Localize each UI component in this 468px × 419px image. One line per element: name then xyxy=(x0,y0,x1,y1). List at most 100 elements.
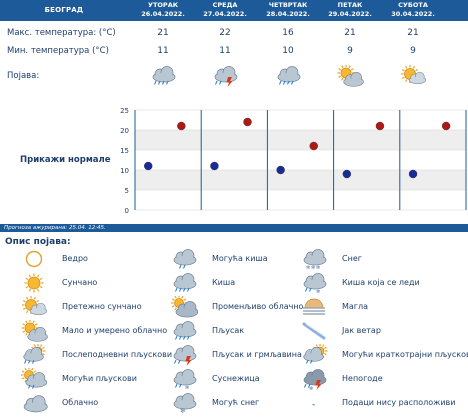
min-temp-value: 9 xyxy=(410,46,416,56)
min-temp-point xyxy=(210,161,219,171)
max-temp-value: 16 xyxy=(282,28,294,38)
legend-item-label: Могући краткотрајни пљускови xyxy=(342,350,468,359)
partly-cloudy-icon xyxy=(20,319,48,342)
day-name: ПЕТАК xyxy=(337,1,363,9)
legend-item-label: Променљиво облачно xyxy=(212,302,304,311)
y-tick-label: 15 xyxy=(120,147,129,155)
legend-item-label: Непогоде xyxy=(342,374,383,383)
y-tick-label: 20 xyxy=(120,127,129,135)
max-temp-value: 21 xyxy=(344,28,356,38)
y-tick-label: 10 xyxy=(120,167,129,175)
possible-showers-icon xyxy=(20,367,48,390)
legend-item-label: Снег xyxy=(342,254,362,263)
legend-item-label: Суснежица xyxy=(212,374,260,383)
min-temp-point xyxy=(144,161,153,171)
possible-short-showers-icon xyxy=(300,343,328,366)
day-date: 29.04.2022. xyxy=(328,10,372,18)
temperature-chart: 0 5 10 15 20 25 xyxy=(120,107,467,215)
legend-item-label: Могућа киша xyxy=(212,254,268,263)
day-name: СРЕДА xyxy=(212,1,238,9)
svg-text:✻: ✻ xyxy=(306,265,310,270)
legend-item-label: Пљусак xyxy=(212,326,245,335)
grid-band xyxy=(135,130,466,150)
afternoon-showers-icon xyxy=(20,343,48,366)
thunder-showers-icon xyxy=(210,65,240,87)
forecast-header: БЕОГРАД УТОРАК 26.04.2022. СРЕДА 27.04.202… xyxy=(0,0,468,21)
legend-item-label: Мало и умерено облачно xyxy=(62,326,168,335)
legend-item-label: Подаци нису расположиви xyxy=(342,398,456,407)
strong-wind-icon xyxy=(300,320,328,342)
day-header: СУБОТА 30.04.2022. xyxy=(382,1,444,19)
svg-text:✻: ✻ xyxy=(316,265,320,270)
max-temp-point xyxy=(441,121,451,131)
possible-snow-icon: ❄ xyxy=(170,392,198,415)
day-header: СРЕДА 27.04.2022. xyxy=(194,1,256,19)
max-temp-label: Макс. температура: (°C) xyxy=(7,28,116,38)
day-name: ЧЕТВРТАК xyxy=(268,1,308,9)
min-temp-point xyxy=(408,169,418,179)
fog-icon xyxy=(300,296,328,318)
legend-item-label: Сунчано xyxy=(62,278,98,287)
legend-item-label: Претежно сунчано xyxy=(62,302,142,311)
mostly-sunny-icon xyxy=(20,296,48,318)
y-tick-label: 25 xyxy=(120,107,129,115)
max-temp-point xyxy=(309,141,318,151)
legend-item-label: Киша која се леди xyxy=(342,278,420,287)
min-temp-point xyxy=(276,165,285,175)
showers-icon xyxy=(170,320,198,342)
day-date: 28.04.2022. xyxy=(266,10,310,18)
svg-text:✻: ✻ xyxy=(316,289,320,294)
svg-text:✻: ✻ xyxy=(185,385,189,390)
day-header: УТОРАК 26.04.2022. xyxy=(132,1,194,19)
min-temp-label: Мин. температура (°C) xyxy=(7,46,109,56)
rain-icon xyxy=(170,272,198,294)
min-temp-value: 11 xyxy=(219,46,231,56)
max-temp-point xyxy=(177,121,186,131)
partly-cloudy-icon xyxy=(335,64,365,87)
cloudy-icon xyxy=(20,392,48,414)
max-temp-point xyxy=(243,117,252,127)
no-data-icon: - xyxy=(300,392,328,414)
legend-item-label: Послеподневни пљускови xyxy=(62,350,173,359)
max-temp-value: 22 xyxy=(219,28,231,38)
max-temp-point xyxy=(375,121,385,131)
day-date: 26.04.2022. xyxy=(141,10,185,18)
legend-item-label: Ведро xyxy=(62,254,88,263)
legend-item-label: Киша xyxy=(212,278,236,287)
day-header: ПЕТАК 29.04.2022. xyxy=(319,1,381,19)
svg-text:❄: ❄ xyxy=(180,407,186,414)
show-normals-link[interactable]: Прикажи нормале xyxy=(20,155,111,165)
variable-cloudy-icon xyxy=(170,295,199,318)
showers-icon xyxy=(148,65,178,87)
legend-title: Опис појава: xyxy=(5,237,71,247)
legend-item-label: Облачно xyxy=(62,398,99,407)
day-date: 27.04.2022. xyxy=(203,10,247,18)
phenomenon-label: Појава: xyxy=(7,71,40,81)
sunny-icon xyxy=(20,272,48,294)
sleet-icon: ✻ xyxy=(300,272,328,295)
showers-icon xyxy=(273,65,303,87)
min-temp-value: 11 xyxy=(157,46,169,56)
svg-text:✻: ✻ xyxy=(309,386,313,390)
legend-item-label: Пљусак и грмљавина xyxy=(212,350,302,359)
grid-band xyxy=(135,170,466,190)
mostly-sunny-icon xyxy=(398,65,428,87)
snow-showers-icon: ✻ xyxy=(170,368,198,391)
svg-text:✻: ✻ xyxy=(311,265,315,270)
forecast-updated-text: Прогноза ажурирана: 25.04. 12:45. xyxy=(0,224,468,232)
legend-item-label: Могући пљускови xyxy=(62,374,137,383)
thunder-showers-icon xyxy=(170,344,198,366)
max-temp-value: 21 xyxy=(157,28,169,38)
day-header: ЧЕТВРТАК 28.04.2022. xyxy=(257,1,319,19)
clear-icon xyxy=(20,248,48,270)
svg-text:-: - xyxy=(312,400,315,410)
storm-icon: ✻ xyxy=(300,368,328,392)
possible-rain-icon xyxy=(170,248,198,270)
day-date: 30.04.2022. xyxy=(391,10,435,18)
y-tick-label: 0 xyxy=(125,207,129,215)
min-temp-point xyxy=(342,169,352,179)
min-temp-value: 10 xyxy=(282,46,294,56)
day-name: СУБОТА xyxy=(398,1,428,9)
legend-item-label: Могућ снег xyxy=(212,398,260,407)
legend-item-label: Магла xyxy=(342,302,369,311)
